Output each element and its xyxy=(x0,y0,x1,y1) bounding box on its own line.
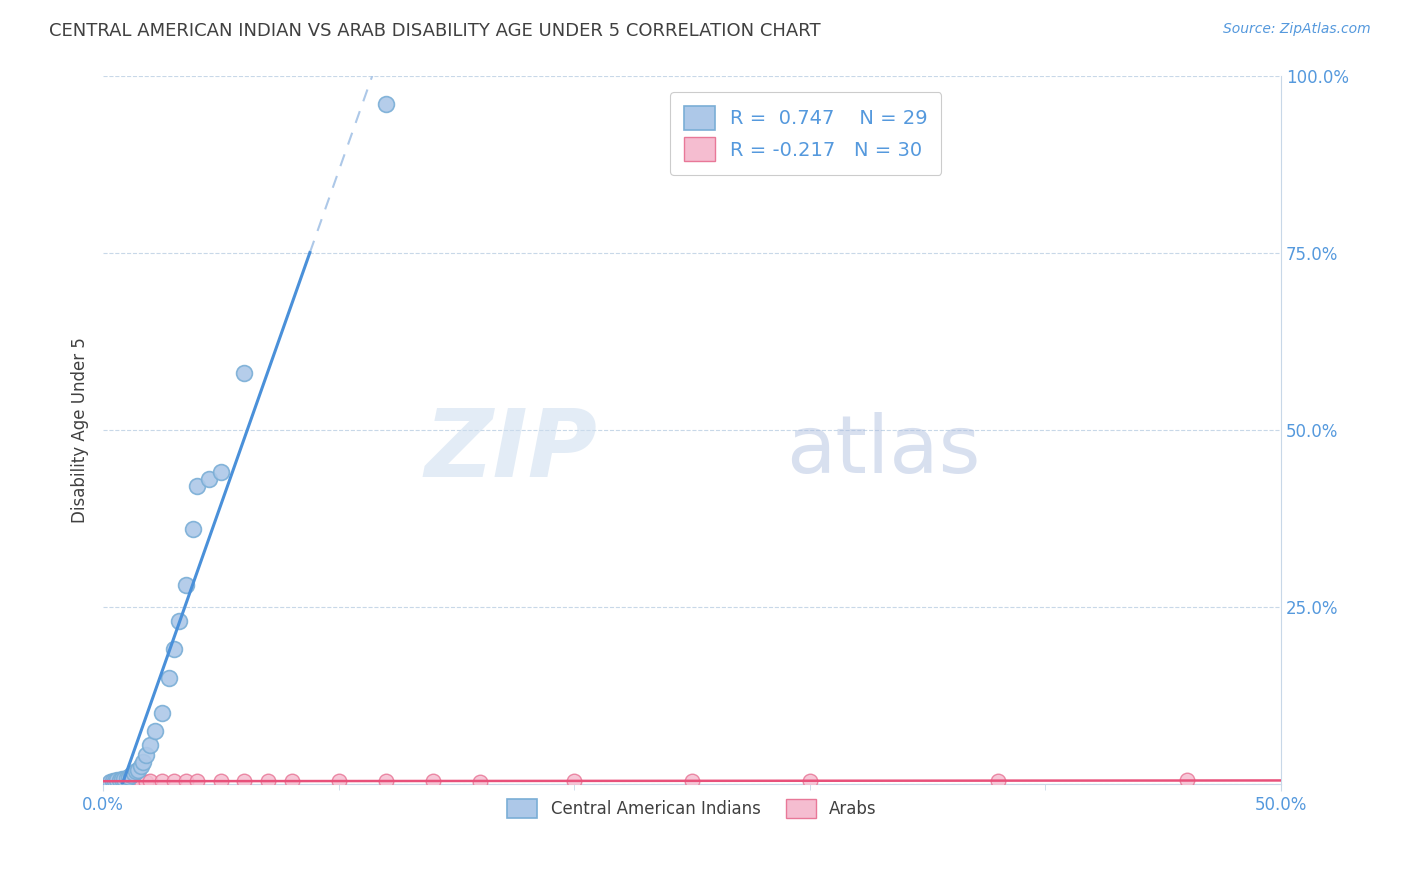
Point xyxy=(125,764,148,778)
Point xyxy=(209,773,232,788)
Point xyxy=(167,614,190,628)
Y-axis label: Disability Age Under 5: Disability Age Under 5 xyxy=(72,336,89,523)
Point xyxy=(120,768,142,782)
Point xyxy=(799,773,821,788)
Point xyxy=(374,773,396,788)
Point xyxy=(150,773,173,788)
Point xyxy=(328,773,350,788)
Point xyxy=(257,773,280,788)
Text: ZIP: ZIP xyxy=(425,405,598,497)
Point xyxy=(104,774,127,789)
Text: Source: ZipAtlas.com: Source: ZipAtlas.com xyxy=(1223,22,1371,37)
Point xyxy=(104,773,127,788)
Text: CENTRAL AMERICAN INDIAN VS ARAB DISABILITY AGE UNDER 5 CORRELATION CHART: CENTRAL AMERICAN INDIAN VS ARAB DISABILI… xyxy=(49,22,821,40)
Point xyxy=(111,774,134,789)
Point xyxy=(186,773,208,788)
Point xyxy=(562,773,585,788)
Point xyxy=(374,96,396,111)
Point xyxy=(135,748,157,763)
Point xyxy=(139,773,162,788)
Point xyxy=(135,774,157,789)
Point xyxy=(101,774,124,789)
Legend: Central American Indians, Arabs: Central American Indians, Arabs xyxy=(501,792,883,825)
Point xyxy=(112,773,135,788)
Point xyxy=(987,773,1010,788)
Point xyxy=(174,773,197,788)
Point xyxy=(122,766,145,780)
Point xyxy=(233,773,256,788)
Point xyxy=(186,479,208,493)
Point xyxy=(163,642,186,657)
Point xyxy=(112,772,135,786)
Point xyxy=(115,771,138,785)
Point xyxy=(98,774,121,789)
Point xyxy=(280,773,302,788)
Point xyxy=(120,773,142,788)
Point xyxy=(108,773,131,788)
Point xyxy=(157,671,180,685)
Text: atlas: atlas xyxy=(786,412,980,490)
Point xyxy=(129,773,152,788)
Point xyxy=(139,738,162,752)
Point xyxy=(105,773,128,788)
Point xyxy=(108,774,131,789)
Point xyxy=(111,772,134,787)
Point xyxy=(174,578,197,592)
Point xyxy=(115,773,138,788)
Point xyxy=(132,756,155,770)
Point xyxy=(129,759,152,773)
Point xyxy=(101,773,124,788)
Point xyxy=(98,774,121,789)
Point xyxy=(150,706,173,720)
Point xyxy=(163,773,186,788)
Point xyxy=(127,763,149,777)
Point xyxy=(468,774,491,789)
Point xyxy=(198,472,221,486)
Point xyxy=(233,366,256,380)
Point xyxy=(105,773,128,788)
Point xyxy=(143,723,166,738)
Point xyxy=(681,773,703,788)
Point xyxy=(1175,773,1198,788)
Point xyxy=(181,522,204,536)
Point xyxy=(118,770,141,784)
Point xyxy=(125,774,148,789)
Point xyxy=(209,465,232,479)
Point xyxy=(422,773,444,788)
